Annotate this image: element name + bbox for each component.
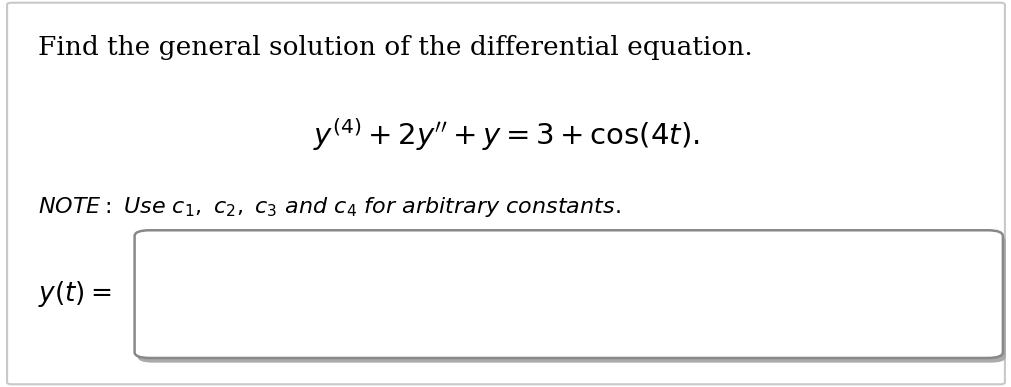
FancyBboxPatch shape <box>134 230 1002 358</box>
FancyBboxPatch shape <box>137 235 1005 363</box>
Text: Find the general solution of the differential equation.: Find the general solution of the differe… <box>38 35 752 60</box>
FancyBboxPatch shape <box>7 3 1004 384</box>
Text: $y(t) =$: $y(t) =$ <box>38 279 112 309</box>
Text: $\mathit{NOTE{:}\ Use\ c_1,\ c_2,\ c_3\ and\ c_4\ for\ arbitrary\ constants.}$: $\mathit{NOTE{:}\ Use\ c_1,\ c_2,\ c_3\ … <box>38 195 621 219</box>
Text: $y^{(4)} + 2y'' + y = 3 + \cos(4t).$: $y^{(4)} + 2y'' + y = 3 + \cos(4t).$ <box>312 116 699 153</box>
